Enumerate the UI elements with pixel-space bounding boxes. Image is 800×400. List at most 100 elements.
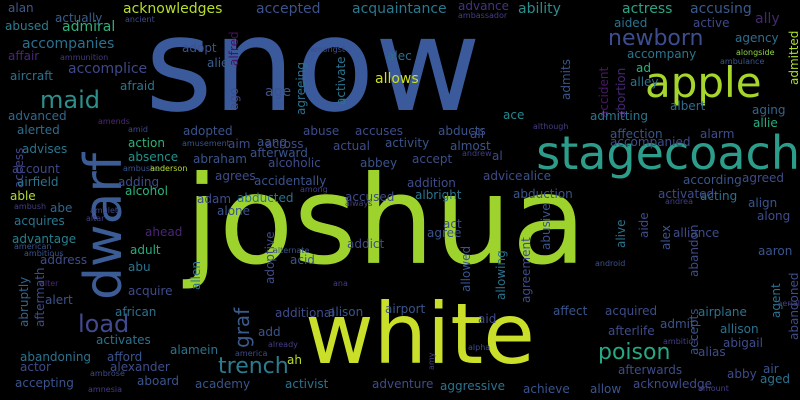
cloud-word-abandoning: abandoning bbox=[20, 350, 92, 364]
cloud-word-alfred: alfred bbox=[227, 31, 241, 66]
cloud-word-abby: abby bbox=[727, 367, 757, 381]
cloud-word-advance: advance bbox=[458, 0, 510, 13]
cloud-word-afraid: afraid bbox=[120, 79, 155, 93]
cloud-word-accusing: accusing bbox=[690, 1, 752, 17]
cloud-word-actress: actress bbox=[622, 1, 673, 17]
cloud-word-addition: addition bbox=[407, 176, 456, 190]
cloud-word-alamein: alamein bbox=[170, 343, 219, 357]
cloud-word-abuse: abuse bbox=[303, 124, 340, 138]
cloud-word-academy: academy bbox=[195, 377, 251, 391]
cloud-word-amends: amends bbox=[98, 117, 130, 126]
cloud-word-america: america bbox=[235, 349, 268, 358]
cloud-word-admitting: admitting bbox=[590, 109, 648, 123]
cloud-word-abused: abused bbox=[5, 19, 49, 33]
cloud-word-aggressive: aggressive bbox=[440, 379, 505, 393]
cloud-word-affection: affection bbox=[610, 127, 663, 141]
cloud-word-activist: activist bbox=[285, 377, 329, 391]
cloud-word-ad: ad bbox=[636, 61, 651, 75]
cloud-word-accepted: accepted bbox=[256, 1, 321, 17]
cloud-word-aged: aged bbox=[760, 372, 790, 386]
cloud-word-acquire: acquire bbox=[128, 284, 173, 298]
cloud-word-alternate: alternate bbox=[273, 246, 310, 255]
cloud-word-alone: alone bbox=[217, 204, 251, 218]
cloud-word-allowing: allowing bbox=[494, 250, 508, 300]
cloud-word-amid: amid bbox=[128, 125, 148, 134]
cloud-word-addict: addict bbox=[347, 237, 385, 251]
cloud-word-ambitious: ambitious bbox=[24, 249, 64, 258]
cloud-word-white: white bbox=[305, 285, 535, 383]
cloud-word-aang: aang bbox=[257, 135, 287, 149]
cloud-word-alice: alice bbox=[523, 169, 552, 183]
cloud-word-afterwards: afterwards bbox=[618, 363, 683, 377]
cloud-word-abusive: abusive bbox=[539, 203, 553, 250]
cloud-word-airport: airport bbox=[385, 302, 426, 316]
cloud-word-admitted: admitted bbox=[787, 30, 800, 85]
cloud-word-agreeing: agreeing bbox=[294, 62, 308, 115]
cloud-word-acquired: acquired bbox=[605, 304, 658, 318]
cloud-word-amulet: amulet bbox=[90, 206, 119, 215]
cloud-word-activity: activity bbox=[385, 136, 430, 150]
cloud-word-allowed: allowed bbox=[459, 245, 473, 292]
cloud-word-aaron: aaron bbox=[758, 244, 793, 258]
cloud-word-afterlife: afterlife bbox=[608, 324, 655, 338]
cloud-word-alley: alley bbox=[630, 75, 659, 89]
cloud-word-airplane: airplane bbox=[698, 305, 747, 319]
cloud-word-allows: allows bbox=[375, 71, 419, 87]
cloud-word-alias: alias bbox=[698, 345, 726, 359]
cloud-word-agreement: agreement bbox=[519, 237, 533, 303]
cloud-word-ana: ana bbox=[333, 279, 348, 288]
cloud-word-alerted: alerted bbox=[17, 123, 60, 137]
cloud-word-abruptly: abruptly bbox=[17, 276, 31, 327]
cloud-word-advanced: advanced bbox=[8, 109, 67, 123]
cloud-word-acknowledges: acknowledges bbox=[123, 1, 223, 17]
cloud-word-adopt: adopt bbox=[182, 41, 217, 55]
cloud-word-acquaintance: acquaintance bbox=[352, 1, 447, 17]
cloud-word-trench: trench bbox=[218, 354, 289, 379]
cloud-word-alter: alter bbox=[40, 279, 59, 288]
cloud-word-ambush: ambush bbox=[14, 202, 47, 211]
cloud-word-ace: ace bbox=[503, 108, 525, 122]
cloud-word-stagecoach: stagecoach bbox=[536, 126, 800, 180]
cloud-word-admits: admits bbox=[559, 59, 573, 100]
cloud-word-advice: advice bbox=[483, 169, 523, 183]
cloud-word-ago: ago bbox=[227, 87, 241, 110]
cloud-word-activates: activates bbox=[96, 333, 151, 347]
cloud-word-andrew: andrew bbox=[462, 149, 492, 158]
cloud-word-ambulance: ambulance bbox=[720, 57, 765, 66]
cloud-word-abbey: abbey bbox=[360, 156, 398, 170]
cloud-word-altar: altar bbox=[86, 214, 105, 223]
cloud-word-along: along bbox=[757, 209, 791, 223]
cloud-word-affect: affect bbox=[553, 304, 588, 318]
cloud-word-acid: acid bbox=[290, 253, 315, 267]
cloud-word-abduction: abduction bbox=[513, 187, 573, 201]
cloud-word-afterward: afterward bbox=[250, 146, 308, 160]
cloud-word-adult: adult bbox=[130, 243, 161, 257]
cloud-word-ambition: ambition bbox=[663, 337, 699, 346]
cloud-word-allen: allen bbox=[189, 260, 203, 290]
cloud-word-accompanied: accompanied bbox=[610, 135, 691, 149]
cloud-word-amy: amy bbox=[427, 352, 436, 370]
cloud-word-affair: affair bbox=[8, 49, 40, 63]
cloud-word-al: al bbox=[492, 149, 503, 163]
cloud-word-alexander: alexander bbox=[110, 360, 170, 374]
cloud-word-alive: alive bbox=[614, 219, 628, 248]
cloud-word-aide: aide bbox=[637, 212, 651, 238]
cloud-word-ali: ali bbox=[470, 127, 485, 141]
cloud-word-accepts: accepts bbox=[687, 308, 701, 355]
cloud-word-accompanies: accompanies bbox=[22, 36, 115, 52]
cloud-word-ambrose: ambrose bbox=[90, 369, 125, 378]
cloud-word-acquires: acquires bbox=[14, 214, 65, 228]
cloud-word-accidentally: accidentally bbox=[254, 174, 327, 188]
cloud-word-accused: accused bbox=[345, 190, 395, 204]
cloud-word-accepting: accepting bbox=[15, 376, 74, 390]
cloud-word-alongside: alongside bbox=[736, 48, 775, 57]
cloud-word-act: act bbox=[443, 217, 462, 231]
cloud-word-alison: alison bbox=[328, 305, 364, 319]
cloud-word-alcoholic: alcoholic bbox=[268, 156, 321, 170]
cloud-word-ammunition: ammunition bbox=[60, 53, 109, 62]
cloud-word-achieve: achieve bbox=[523, 382, 570, 396]
cloud-word-alarm: alarm bbox=[700, 127, 735, 141]
cloud-word-amusement: amusement bbox=[182, 139, 230, 148]
cloud-word-apple: apple bbox=[645, 58, 762, 107]
cloud-word-across: across bbox=[265, 137, 304, 151]
